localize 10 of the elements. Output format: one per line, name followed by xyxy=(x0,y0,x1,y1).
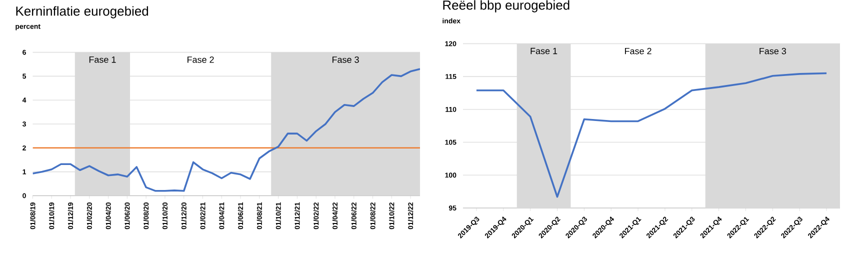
line-series xyxy=(476,72,828,198)
chart-title: Reëel bbp eurogebied xyxy=(443,0,570,12)
band-label: Fase 1 xyxy=(530,48,558,54)
chart-title: Kerninflatie eurogebied xyxy=(16,6,148,18)
band-label: Fase 3 xyxy=(760,48,786,54)
band-label: Fase 3 xyxy=(332,56,359,63)
band-label: Fase 1 xyxy=(89,56,116,63)
line-series xyxy=(32,68,420,192)
annotation: Fase 2 xyxy=(625,48,652,54)
annotation: Fase 2 xyxy=(188,56,214,63)
